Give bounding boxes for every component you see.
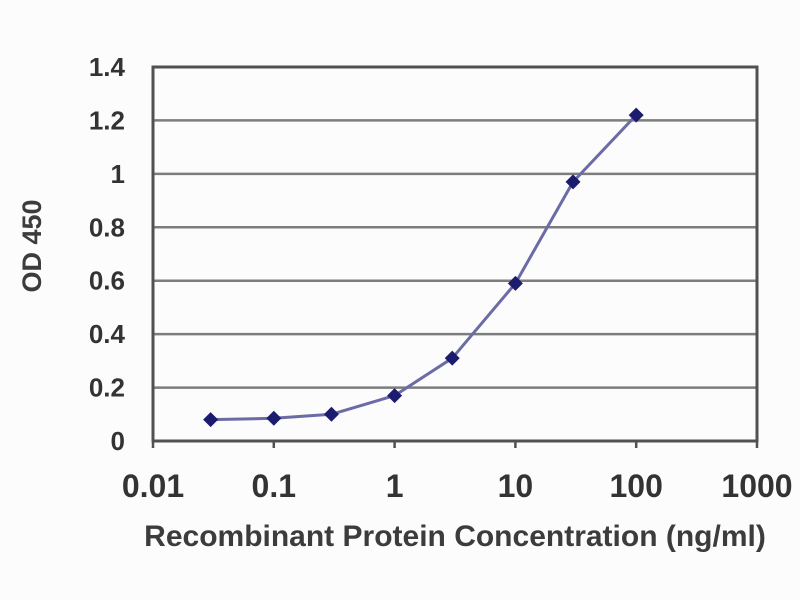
x-axis-title: Recombinant Protein Concentration (ng/ml… [144, 520, 766, 553]
x-tick-label: 0.01 [122, 468, 184, 504]
x-tick-label: 1000 [721, 468, 792, 504]
data-point-marker [266, 410, 282, 426]
data-point-marker [628, 107, 644, 123]
x-tick-label: 10 [498, 468, 534, 504]
x-tick-label: 0.1 [252, 468, 296, 504]
y-tick-label: 1.4 [89, 52, 126, 82]
data-point-marker [507, 275, 523, 291]
y-axis-title: OD 450 [17, 199, 47, 293]
y-tick-label: 0.2 [89, 373, 125, 403]
plot-border [151, 65, 759, 443]
y-tick-label: 1.2 [89, 105, 125, 135]
y-tick-label: 0.8 [89, 212, 125, 242]
data-point-marker [323, 406, 339, 422]
data-point-marker [565, 174, 581, 190]
x-tick-label: 100 [610, 468, 663, 504]
x-tick-label: 1 [386, 468, 404, 504]
y-tick-label: 0.4 [89, 319, 126, 349]
y-tick-label: 0 [111, 426, 125, 456]
y-tick-label: 1 [111, 159, 125, 189]
series-line [209, 113, 638, 422]
data-point-marker [444, 350, 460, 366]
data-point-marker [203, 412, 219, 428]
data-point-marker [387, 388, 403, 404]
y-tick-label: 0.6 [89, 266, 125, 296]
